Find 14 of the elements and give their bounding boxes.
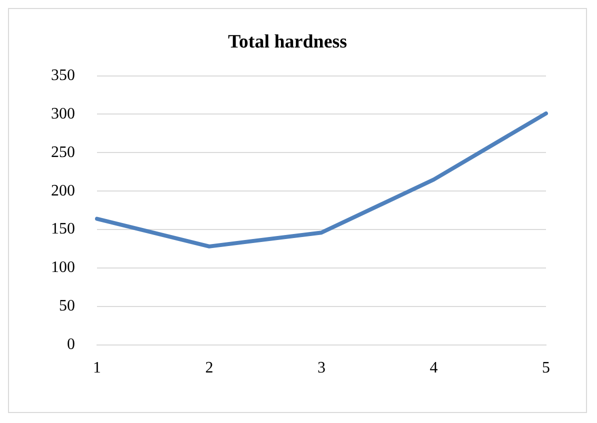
chart-title: Total hardness bbox=[228, 31, 348, 52]
y-tick-label: 200 bbox=[51, 182, 75, 200]
y-tick-label: 0 bbox=[67, 336, 75, 354]
y-tick-label: 300 bbox=[51, 105, 75, 122]
x-tick-label: 2 bbox=[205, 360, 214, 377]
y-tick-label: 350 bbox=[51, 67, 75, 84]
x-tick-label: 4 bbox=[430, 360, 438, 377]
x-tick-label: 3 bbox=[318, 360, 326, 377]
x-tick-label: 5 bbox=[542, 360, 550, 377]
y-tick-label: 150 bbox=[51, 220, 75, 238]
y-tick-label: 50 bbox=[59, 298, 75, 315]
x-tick-label: 1 bbox=[93, 360, 101, 377]
y-tick-label: 250 bbox=[51, 144, 75, 161]
y-tick-label: 100 bbox=[51, 259, 75, 276]
